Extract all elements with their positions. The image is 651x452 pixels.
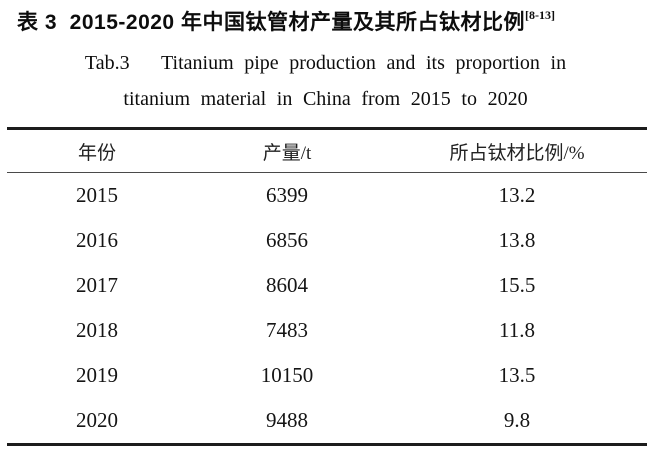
proportion-cell: 15.5 bbox=[498, 273, 536, 297]
year-cell: 2019 bbox=[76, 363, 118, 387]
production-cell: 6856 bbox=[266, 228, 308, 252]
table-row: 2020 9488 9.8 bbox=[7, 398, 647, 443]
proportion-cell: 13.2 bbox=[498, 183, 536, 207]
header-proportion: 所占钛材比例/% bbox=[449, 142, 585, 164]
proportion-cell: 13.5 bbox=[498, 363, 536, 387]
table-row: 2017 8604 15.5 bbox=[7, 263, 647, 308]
table-row: 2015 6399 13.2 bbox=[7, 173, 647, 218]
production-cell: 6399 bbox=[266, 183, 308, 207]
year-cell: 2020 bbox=[76, 408, 118, 432]
table-header-row: 年份 产量/t 所占钛材比例/% bbox=[7, 130, 647, 173]
production-cell: 7483 bbox=[266, 318, 308, 342]
header-year: 年份 bbox=[77, 142, 116, 164]
table-caption-en-line2: titanium material in China from 2015 to … bbox=[123, 88, 528, 110]
production-cell: 10150 bbox=[260, 363, 314, 387]
table-caption-zh-text: 表 3 2015-2020 年中国钛管材产量及其所占钛材比例 bbox=[17, 11, 525, 34]
proportion-cell: 11.8 bbox=[499, 318, 535, 342]
year-cell: 2015 bbox=[76, 183, 118, 207]
table-row: 2016 6856 13.8 bbox=[7, 218, 647, 263]
table-caption-en-line1: Tab.3 Titanium pipe production and its p… bbox=[84, 52, 567, 74]
year-cell: 2017 bbox=[76, 273, 118, 297]
table-row: 2019 10150 13.5 bbox=[7, 353, 647, 398]
production-cell: 9488 bbox=[266, 408, 308, 432]
data-table: 年份 产量/t 所占钛材比例/% 2015 6399 13.2 2016 685… bbox=[7, 127, 647, 446]
year-cell: 2018 bbox=[76, 318, 118, 342]
header-production: 产量/t bbox=[262, 142, 312, 164]
production-cell: 8604 bbox=[266, 273, 308, 297]
table-row: 2018 7483 11.8 bbox=[7, 308, 647, 353]
citation-superscript: [8-13] bbox=[524, 8, 555, 22]
proportion-cell: 13.8 bbox=[498, 228, 536, 252]
table-caption-zh: 表 3 2015-2020 年中国钛管材产量及其所占钛材比例[8-13] bbox=[17, 4, 555, 36]
proportion-cell: 9.8 bbox=[503, 408, 531, 432]
year-cell: 2016 bbox=[76, 228, 118, 252]
